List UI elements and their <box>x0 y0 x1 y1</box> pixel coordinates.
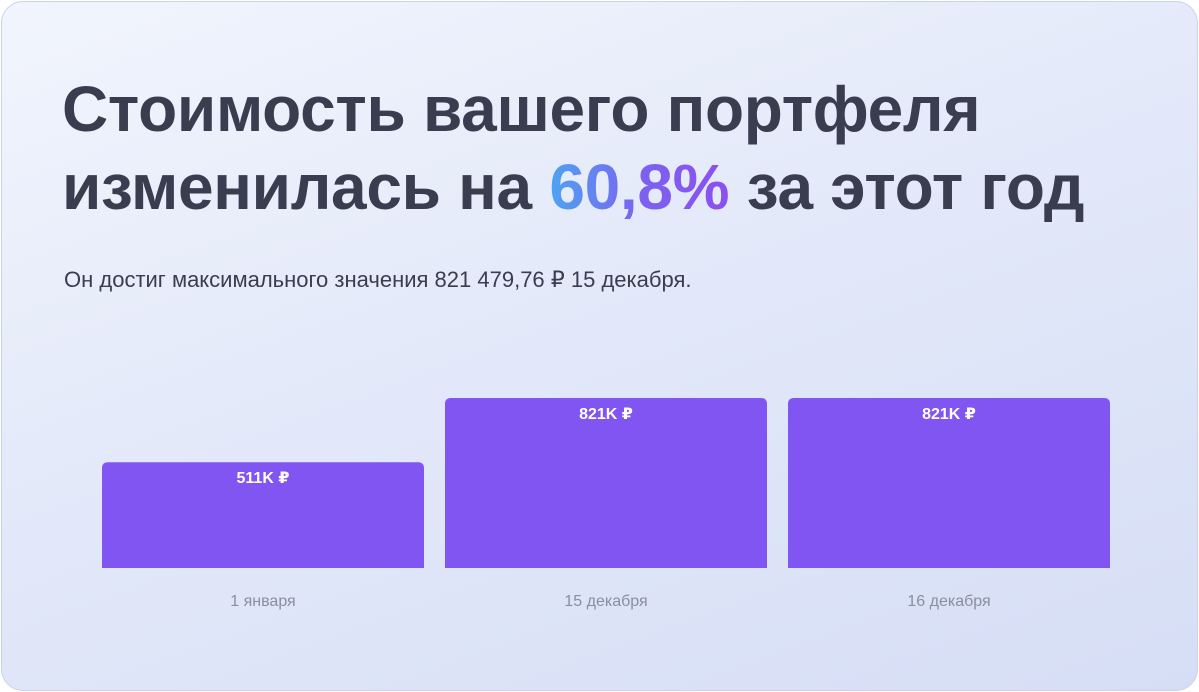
headline: Стоимость вашего портфеля изменилась на 6… <box>62 70 1172 226</box>
category-label: 15 декабря <box>564 593 647 610</box>
bar-value-label: 821K ₽ <box>579 406 633 423</box>
max-value-subtitle: Он достиг максимального значения 821 479… <box>64 267 692 292</box>
headline-line2-after: за этот год <box>746 151 1085 223</box>
bar-value-label: 511K ₽ <box>237 470 290 487</box>
bar-value-label: 821K ₽ <box>922 406 976 423</box>
change-percent: 60,8% <box>549 151 730 223</box>
bar-3 <box>788 398 1110 568</box>
category-label: 16 декабря <box>907 593 990 610</box>
headline-line2-before: изменилась на <box>62 151 532 223</box>
headline-line1: Стоимость вашего портфеля <box>62 73 981 145</box>
category-label: 1 января <box>230 593 295 610</box>
bar-1 <box>102 462 424 568</box>
bar-2 <box>445 398 767 568</box>
